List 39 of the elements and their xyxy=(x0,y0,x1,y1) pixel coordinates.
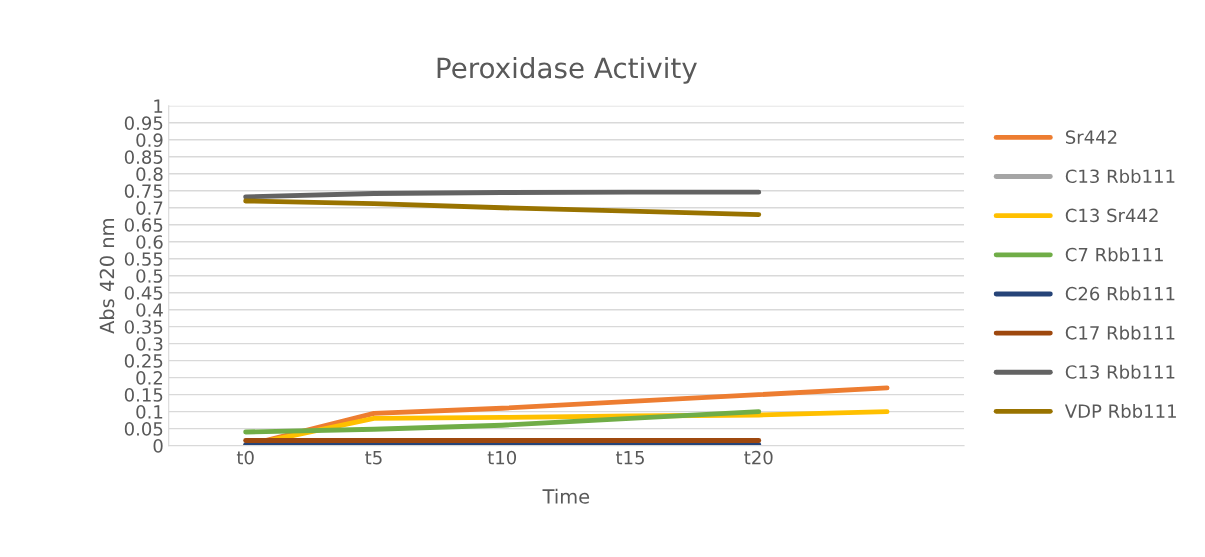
x-tick-label: t0 xyxy=(236,450,254,465)
legend-label: Sr442 xyxy=(1065,130,1117,144)
y-tick-label: 0.35 xyxy=(124,320,163,334)
y-tick-label: 0.95 xyxy=(124,116,163,130)
y-axis-title: Abs 420 nm xyxy=(99,219,115,334)
y-tick-label: 0.2 xyxy=(136,371,163,385)
x-tick-label: t20 xyxy=(744,450,773,465)
y-tick-label: 0.8 xyxy=(136,167,163,181)
x-tick-label: t15 xyxy=(615,451,644,465)
legend-label: C13 Rbb111 xyxy=(1065,169,1175,184)
y-tick-label: 0.25 xyxy=(124,354,163,368)
legend-label: VDP Rbb111 xyxy=(1064,403,1176,418)
y-tick-label: 0 xyxy=(153,439,163,453)
legend-label: C26 Rbb111 xyxy=(1065,286,1175,301)
line-series xyxy=(243,409,762,435)
y-tick-label: 0.7 xyxy=(136,201,163,215)
x-tick-label: t10 xyxy=(487,450,517,465)
y-tick-label: 0.15 xyxy=(124,388,163,402)
legend-label: C13 Rbb111 xyxy=(1065,364,1175,379)
chart-title: Peroxidase Activity xyxy=(437,56,697,84)
y-tick-label: 0.65 xyxy=(124,218,163,232)
y-tick-label: 0.9 xyxy=(136,133,163,147)
y-tick-label: 0.45 xyxy=(124,286,163,300)
legend-label: C7 Rbb111 xyxy=(1065,247,1163,262)
y-tick-label: 0.05 xyxy=(124,422,163,436)
x-axis-title: Time xyxy=(542,488,590,504)
y-tick-label: 0.6 xyxy=(136,235,163,249)
x-tick-label: t5 xyxy=(365,451,382,465)
y-tick-label: 0.4 xyxy=(136,303,163,317)
legend-label: C17 Rbb111 xyxy=(1065,325,1175,340)
y-tick-label: 0.75 xyxy=(124,184,163,198)
legend-label: C13 Sr442 xyxy=(1065,208,1158,223)
y-tick-label: 1 xyxy=(154,99,163,113)
line-series xyxy=(243,198,762,217)
y-tick-label: 0.1 xyxy=(136,405,163,419)
y-tick-label: 0.3 xyxy=(136,337,163,351)
y-tick-label: 0.85 xyxy=(124,150,163,164)
y-tick-label: 0.55 xyxy=(124,252,163,266)
y-tick-label: 0.5 xyxy=(136,269,163,283)
